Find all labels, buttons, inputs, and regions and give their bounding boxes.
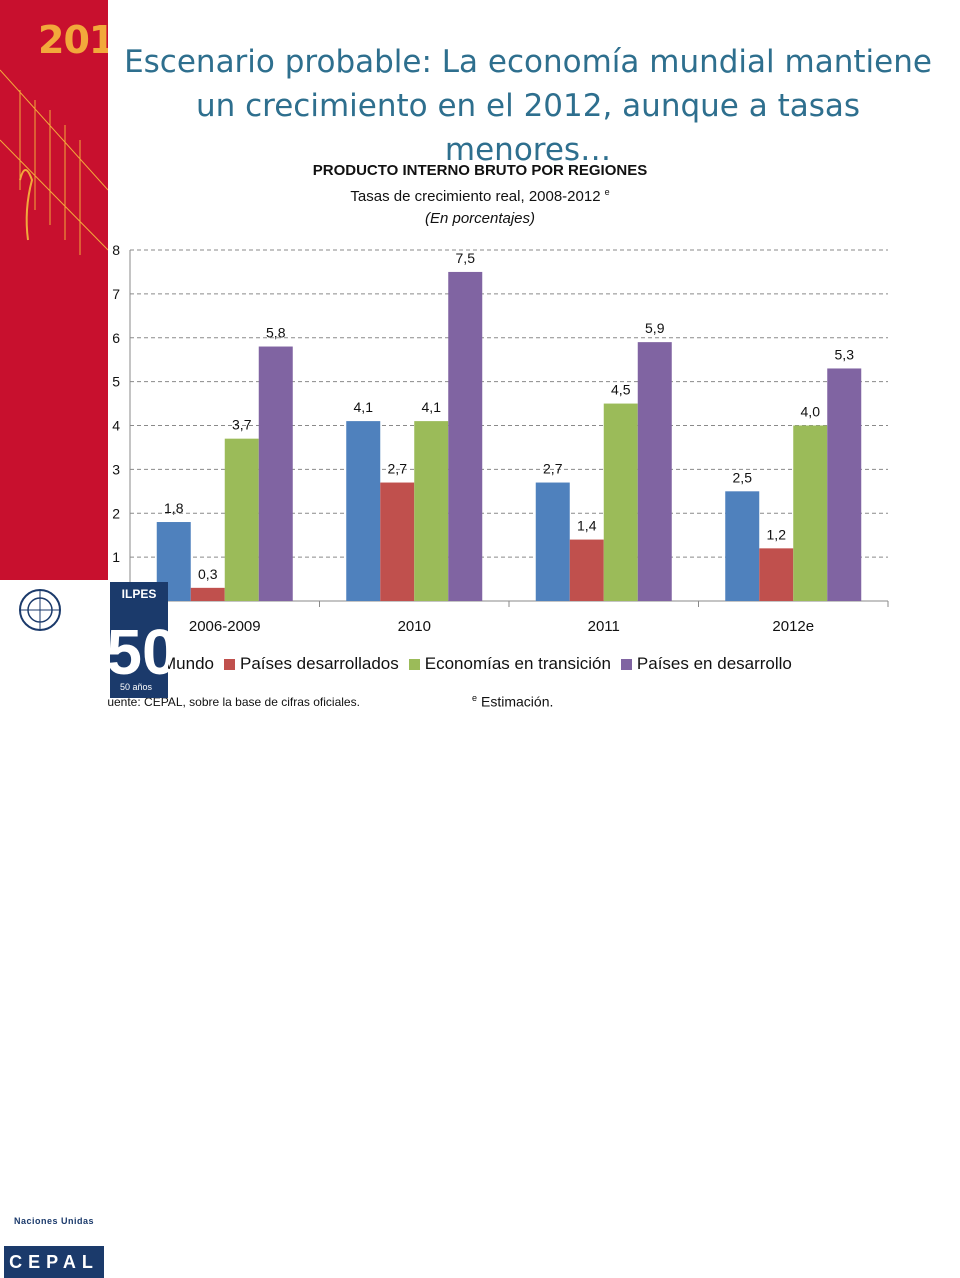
bar-2-1: [414, 421, 449, 601]
data-label: 5,9: [645, 320, 665, 336]
data-label: 0,3: [198, 566, 218, 582]
y-tick-label: 8: [112, 242, 120, 258]
ilpes-fifty-icon: 50: [110, 616, 168, 688]
bar-0-3: [725, 491, 760, 601]
y-tick-label: 1: [112, 549, 120, 565]
source-note: Fuente: CEPAL, sobre la base de cifras o…: [100, 695, 360, 709]
ilpes-text: ILPES: [122, 587, 157, 601]
data-label: 4,1: [354, 399, 374, 415]
legend-label-mundo: Mundo: [162, 654, 214, 673]
legend-item-transicion: Economías en transición: [408, 654, 611, 674]
data-label: 7,5: [456, 250, 476, 266]
legend-label-transicion: Economías en transición: [424, 654, 611, 673]
legend-label-desarrollados: Países desarrollados: [239, 654, 399, 673]
chart-legend: Mundo Países desarrollados Economías en …: [146, 654, 802, 674]
data-label: 5,8: [266, 325, 286, 341]
un-emblem-icon: [19, 589, 61, 631]
chart-subtitle: Tasas de crecimiento real, 2008-2012 e: [130, 187, 830, 205]
estimate-sup: e: [472, 693, 478, 703]
data-label: 2,5: [733, 469, 753, 485]
chart-subtitle-sup: e: [604, 187, 610, 197]
bar-1-2: [569, 539, 604, 601]
data-label: 5,3: [835, 346, 855, 362]
x-category-label: 2011: [588, 618, 620, 635]
bar-2-0: [224, 438, 259, 601]
ilpes-anos-text: 50 años: [120, 682, 153, 692]
banner-decoration: [0, 69, 108, 255]
chart-unit: (En porcentajes): [424, 210, 536, 227]
data-label: 1,8: [164, 500, 184, 516]
data-label: 4,5: [611, 382, 631, 398]
banner-year: 2012: [38, 18, 108, 62]
legend-swatch-desarrollo: [620, 658, 632, 670]
legend-item-desarrollo: Países en desarrollo: [620, 654, 792, 674]
legend-item-desarrollados: Países desarrollados: [223, 654, 399, 674]
bar-2-2: [603, 403, 638, 601]
slide-title: Escenario probable: La economía mundial …: [124, 44, 932, 168]
data-label: 3,7: [232, 417, 252, 433]
y-tick-label: 7: [112, 286, 120, 302]
bar-0-2: [535, 482, 570, 601]
x-category-label: 2010: [398, 618, 431, 635]
y-tick-label: 5: [112, 374, 120, 390]
x-category-label: 2006-2009: [189, 618, 261, 635]
bar-3-3: [827, 368, 862, 601]
y-tick-label: 6: [112, 330, 120, 346]
legend-swatch-desarrollados: [223, 658, 235, 670]
legend-swatch-transicion: [408, 658, 420, 670]
data-label: 2,7: [543, 461, 563, 477]
data-label: 1,4: [577, 518, 597, 534]
un-label: Naciones Unidas: [13, 1216, 95, 1226]
data-label: 1,2: [767, 526, 787, 542]
bar-3-2: [637, 342, 672, 601]
bar-1-3: [759, 548, 794, 601]
bar-2-3: [793, 425, 828, 601]
un-logo: Naciones Unidas CEPAL: [0, 580, 108, 1278]
y-tick-label: 2: [112, 505, 120, 521]
bar-0-1: [346, 421, 381, 601]
bar-chart: 1 2 3 4 5 6 7 8 1,8 0,3 3,7 5,8 2006-2009 4,1 2,7 4,1 7,…: [112, 242, 889, 635]
bar-3-1: [448, 271, 483, 601]
cepal-label: CEPAL: [4, 1246, 104, 1278]
estimate-text: Estimación.: [481, 693, 554, 710]
chart-subtitle-text: Tasas de crecimiento real, 2008-2012: [350, 188, 601, 205]
y-tick-label: 4: [112, 418, 120, 434]
bar-3-0: [258, 346, 293, 601]
ilpes-logo: ILPES 50 50 años: [106, 582, 178, 698]
x-category-label: 2012e: [772, 618, 814, 635]
data-label: 4,0: [801, 404, 821, 420]
legend-label-desarrollo: Países en desarrollo: [636, 654, 792, 673]
data-label: 4,1: [422, 399, 442, 415]
y-tick-label: 3: [112, 461, 120, 477]
data-label: 2,7: [388, 461, 408, 477]
ilpes-emblem-icon: ILPES 50 50 años: [106, 587, 177, 692]
bar-1-0: [190, 587, 225, 601]
chart-title: PRODUCTO INTERNO BRUTO POR REGIONES: [312, 162, 648, 179]
bar-1-1: [380, 482, 415, 601]
estimate-note: e Estimación.: [472, 693, 553, 710]
